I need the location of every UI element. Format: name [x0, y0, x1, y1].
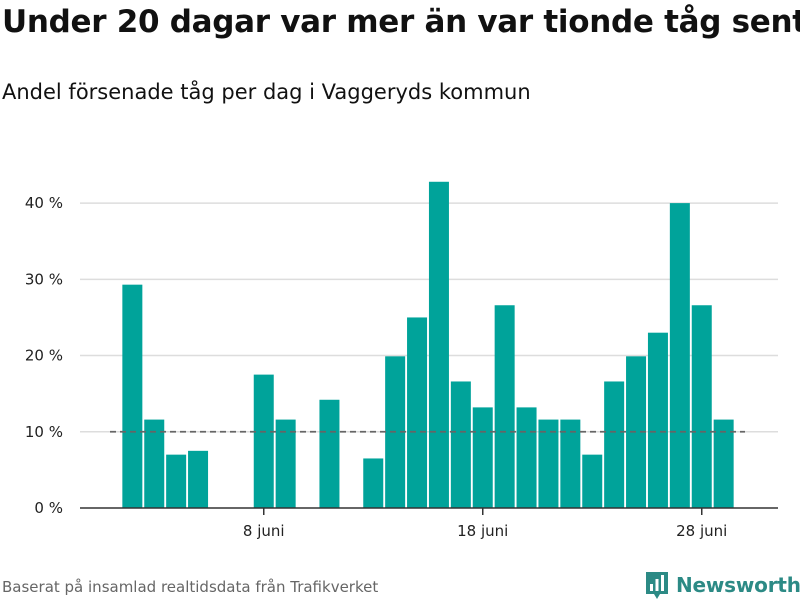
x-tick-label: 28 juni — [676, 522, 727, 540]
bar — [713, 419, 734, 508]
bar — [691, 305, 712, 508]
bar — [122, 284, 143, 508]
bar — [188, 450, 209, 508]
bars — [122, 181, 734, 508]
bar — [275, 419, 296, 508]
y-tick-label: 20 % — [25, 347, 63, 365]
bar — [319, 399, 340, 508]
bar — [450, 381, 471, 508]
bar — [407, 317, 428, 508]
bar — [516, 407, 537, 508]
y-tick-label: 30 % — [25, 270, 63, 288]
bar — [166, 454, 187, 508]
y-tick-label: 10 % — [25, 423, 63, 441]
newsworthy-logo-icon — [646, 572, 668, 599]
chart-subtitle: Andel försenade tåg per dag i Vaggeryds … — [2, 80, 531, 104]
bar — [626, 356, 647, 508]
bar — [363, 458, 384, 508]
y-tick-label: 40 % — [25, 194, 63, 212]
y-tick-label: 0 % — [34, 499, 63, 517]
brand-logo: Newsworthy — [644, 570, 800, 600]
bar — [647, 332, 668, 508]
chart-title: Under 20 dagar var mer än var tionde tåg… — [2, 4, 800, 40]
bar — [582, 454, 603, 508]
bar — [144, 419, 165, 508]
bar — [560, 419, 581, 508]
bar — [669, 203, 690, 508]
bar — [604, 381, 625, 508]
bar — [472, 407, 493, 508]
bar — [538, 419, 559, 508]
source-caption: Baserat på insamlad realtidsdata från Tr… — [2, 578, 379, 596]
brand-name: Newsworthy — [676, 573, 800, 597]
axes: 0 % 10 % 20 % 30 % 40 % 8 juni 18 juni 28 juni — [25, 194, 778, 540]
bar — [253, 374, 274, 508]
bar — [428, 181, 449, 508]
bar — [494, 305, 515, 508]
x-tick-label: 18 juni — [457, 522, 508, 540]
x-tick-label: 8 juni — [243, 522, 285, 540]
